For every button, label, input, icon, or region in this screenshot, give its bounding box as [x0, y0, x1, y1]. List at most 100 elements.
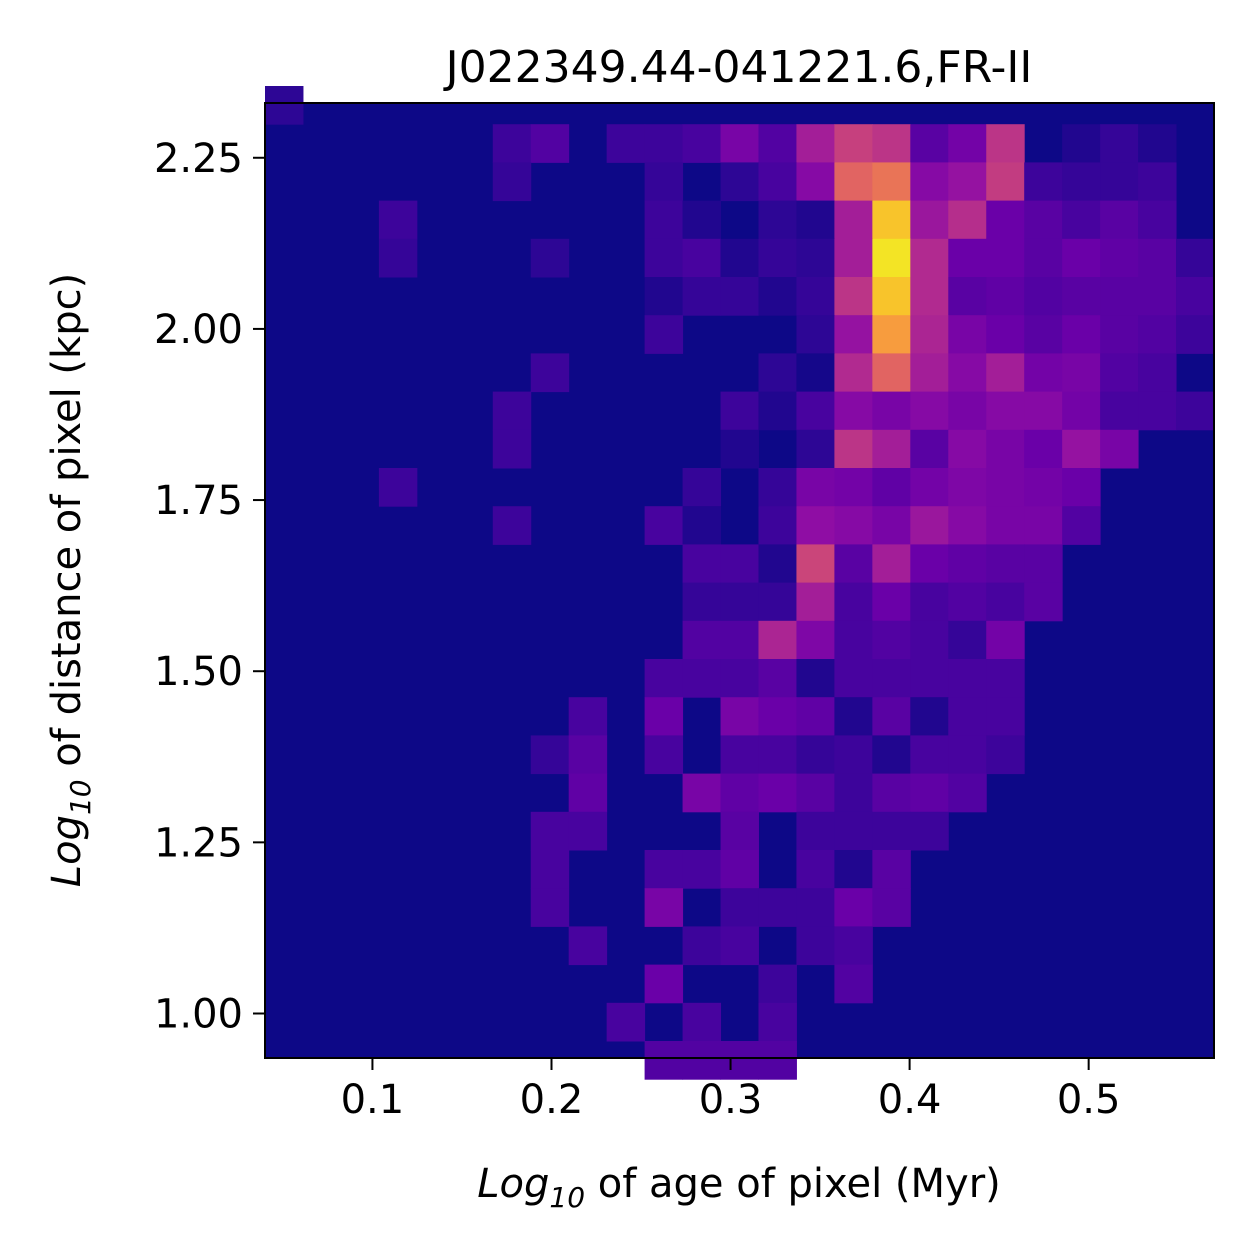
heatmap-cell: [682, 124, 722, 163]
heatmap-cell: [758, 353, 797, 393]
y-tick-label: 1.25: [154, 820, 243, 866]
heatmap-cell: [986, 735, 1025, 775]
heatmap-cell: [530, 888, 570, 927]
heatmap-cell: [948, 468, 987, 507]
heatmap-cell: [986, 315, 1025, 354]
heatmap-cell: [1062, 124, 1101, 163]
heatmap-cell: [758, 582, 797, 622]
heatmap-cell: [834, 277, 873, 316]
heatmap-cell: [1176, 391, 1215, 431]
heatmap-cell: [948, 429, 987, 469]
heatmap-cell: [1062, 238, 1101, 278]
heatmap-cell: [644, 200, 684, 240]
heatmap-cell: [644, 888, 684, 927]
heatmap-cell: [796, 544, 835, 584]
heatmap-cell: [796, 506, 835, 545]
heatmap-cell: [568, 697, 608, 736]
heatmap-cell: [682, 506, 722, 545]
heatmap-cell: [720, 544, 759, 584]
heatmap-cell: [948, 659, 987, 698]
heatmap-cell: [872, 697, 911, 736]
heatmap-cell: [910, 773, 949, 813]
heatmap-cell: [758, 238, 797, 278]
heatmap-cell: [872, 735, 911, 775]
x-axis-ticks: 0.1 0.2 0.3 0.4 0.5: [341, 1058, 1121, 1123]
heatmap-cell: [1062, 315, 1101, 354]
y-tick-label: 1.75: [154, 478, 243, 524]
heatmap-cell: [796, 735, 835, 775]
heatmap-cell: [758, 697, 797, 736]
heatmap-cell: [986, 506, 1025, 545]
heatmap-cell: [720, 124, 759, 163]
heatmap-cell: [758, 277, 797, 316]
plot-area: [264, 86, 1215, 1080]
x-tick-label: 0.3: [699, 1077, 763, 1123]
y-axis-ticks: 1.00 1.25 1.50 1.75 2.00 2.25: [154, 136, 265, 1038]
heatmap-cell: [910, 735, 949, 775]
heatmap-cell: [758, 964, 797, 1004]
heatmap-cell: [568, 735, 608, 775]
heatmap-cell: [682, 582, 722, 622]
heatmap-cell: [948, 544, 987, 584]
heatmap-cell: [720, 238, 759, 278]
plot-frame: [264, 102, 1215, 1059]
heatmap-cell: [720, 850, 759, 889]
heatmap-cell: [1100, 315, 1139, 354]
heatmap-cell: [986, 277, 1025, 316]
y-tick-label: 1.50: [154, 649, 243, 695]
heatmap-cell: [834, 162, 873, 202]
heatmap-cell: [948, 506, 987, 545]
heatmap-cell: [796, 277, 835, 316]
heatmap-cell: [644, 697, 684, 736]
x-axis-label: Log10 of age of pixel (Myr): [477, 1161, 1001, 1214]
heatmap-cell: [1024, 238, 1063, 278]
heatmap-cell: [682, 659, 722, 698]
heatmap-cell: [758, 391, 797, 431]
heatmap-cell: [872, 124, 911, 163]
heatmap-cell: [492, 162, 532, 202]
heatmap-cell: [1024, 277, 1063, 316]
heatmap-cell: [720, 391, 759, 431]
heatmap-cell: [1062, 391, 1101, 431]
heatmap-cell: [1138, 200, 1177, 240]
heatmap-cell: [834, 429, 873, 469]
heatmap-cell: [986, 468, 1025, 507]
heatmap-cell: [720, 735, 759, 775]
heatmap-cells: [265, 86, 1215, 1080]
heatmap-cell: [378, 238, 418, 278]
heatmap-cell: [910, 468, 949, 507]
heatmap-cell: [644, 659, 684, 698]
heatmap-cell: [720, 811, 759, 851]
heatmap-cell: [568, 773, 608, 813]
heatmap-cell: [872, 773, 911, 813]
heatmap-cell: [1062, 277, 1101, 316]
heatmap-cell: [1138, 162, 1177, 202]
heatmap-cell: [986, 162, 1025, 202]
heatmap-cell: [644, 1041, 684, 1080]
heatmap-cell: [492, 391, 532, 431]
heatmap-cell: [796, 926, 835, 966]
heatmap-cell: [492, 124, 532, 163]
heatmap-cell: [1176, 315, 1215, 354]
heatmap-cell: [720, 697, 759, 736]
heatmap-cell: [948, 620, 987, 660]
heatmap-cell: [986, 124, 1025, 163]
heatmap-cell: [872, 277, 911, 316]
heatmap-cell: [872, 468, 911, 507]
heatmap-cell: [834, 620, 873, 660]
heatmap-cell: [758, 506, 797, 545]
x-tick-label: 0.1: [341, 1077, 405, 1123]
heatmap-cell: [720, 620, 759, 660]
heatmap-cell: [834, 315, 873, 354]
heatmap-cell: [1062, 353, 1101, 393]
heatmap-cell: [1024, 468, 1063, 507]
heatmap-cell: [1024, 429, 1063, 469]
heatmap-cell: [872, 315, 911, 354]
heatmap-cell: [1062, 200, 1101, 240]
heatmap-cell: [872, 888, 911, 927]
x-tick-label: 0.5: [1057, 1077, 1121, 1123]
heatmap-cell: [910, 429, 949, 469]
heatmap-cell: [1138, 238, 1177, 278]
heatmap-cell: [796, 238, 835, 278]
